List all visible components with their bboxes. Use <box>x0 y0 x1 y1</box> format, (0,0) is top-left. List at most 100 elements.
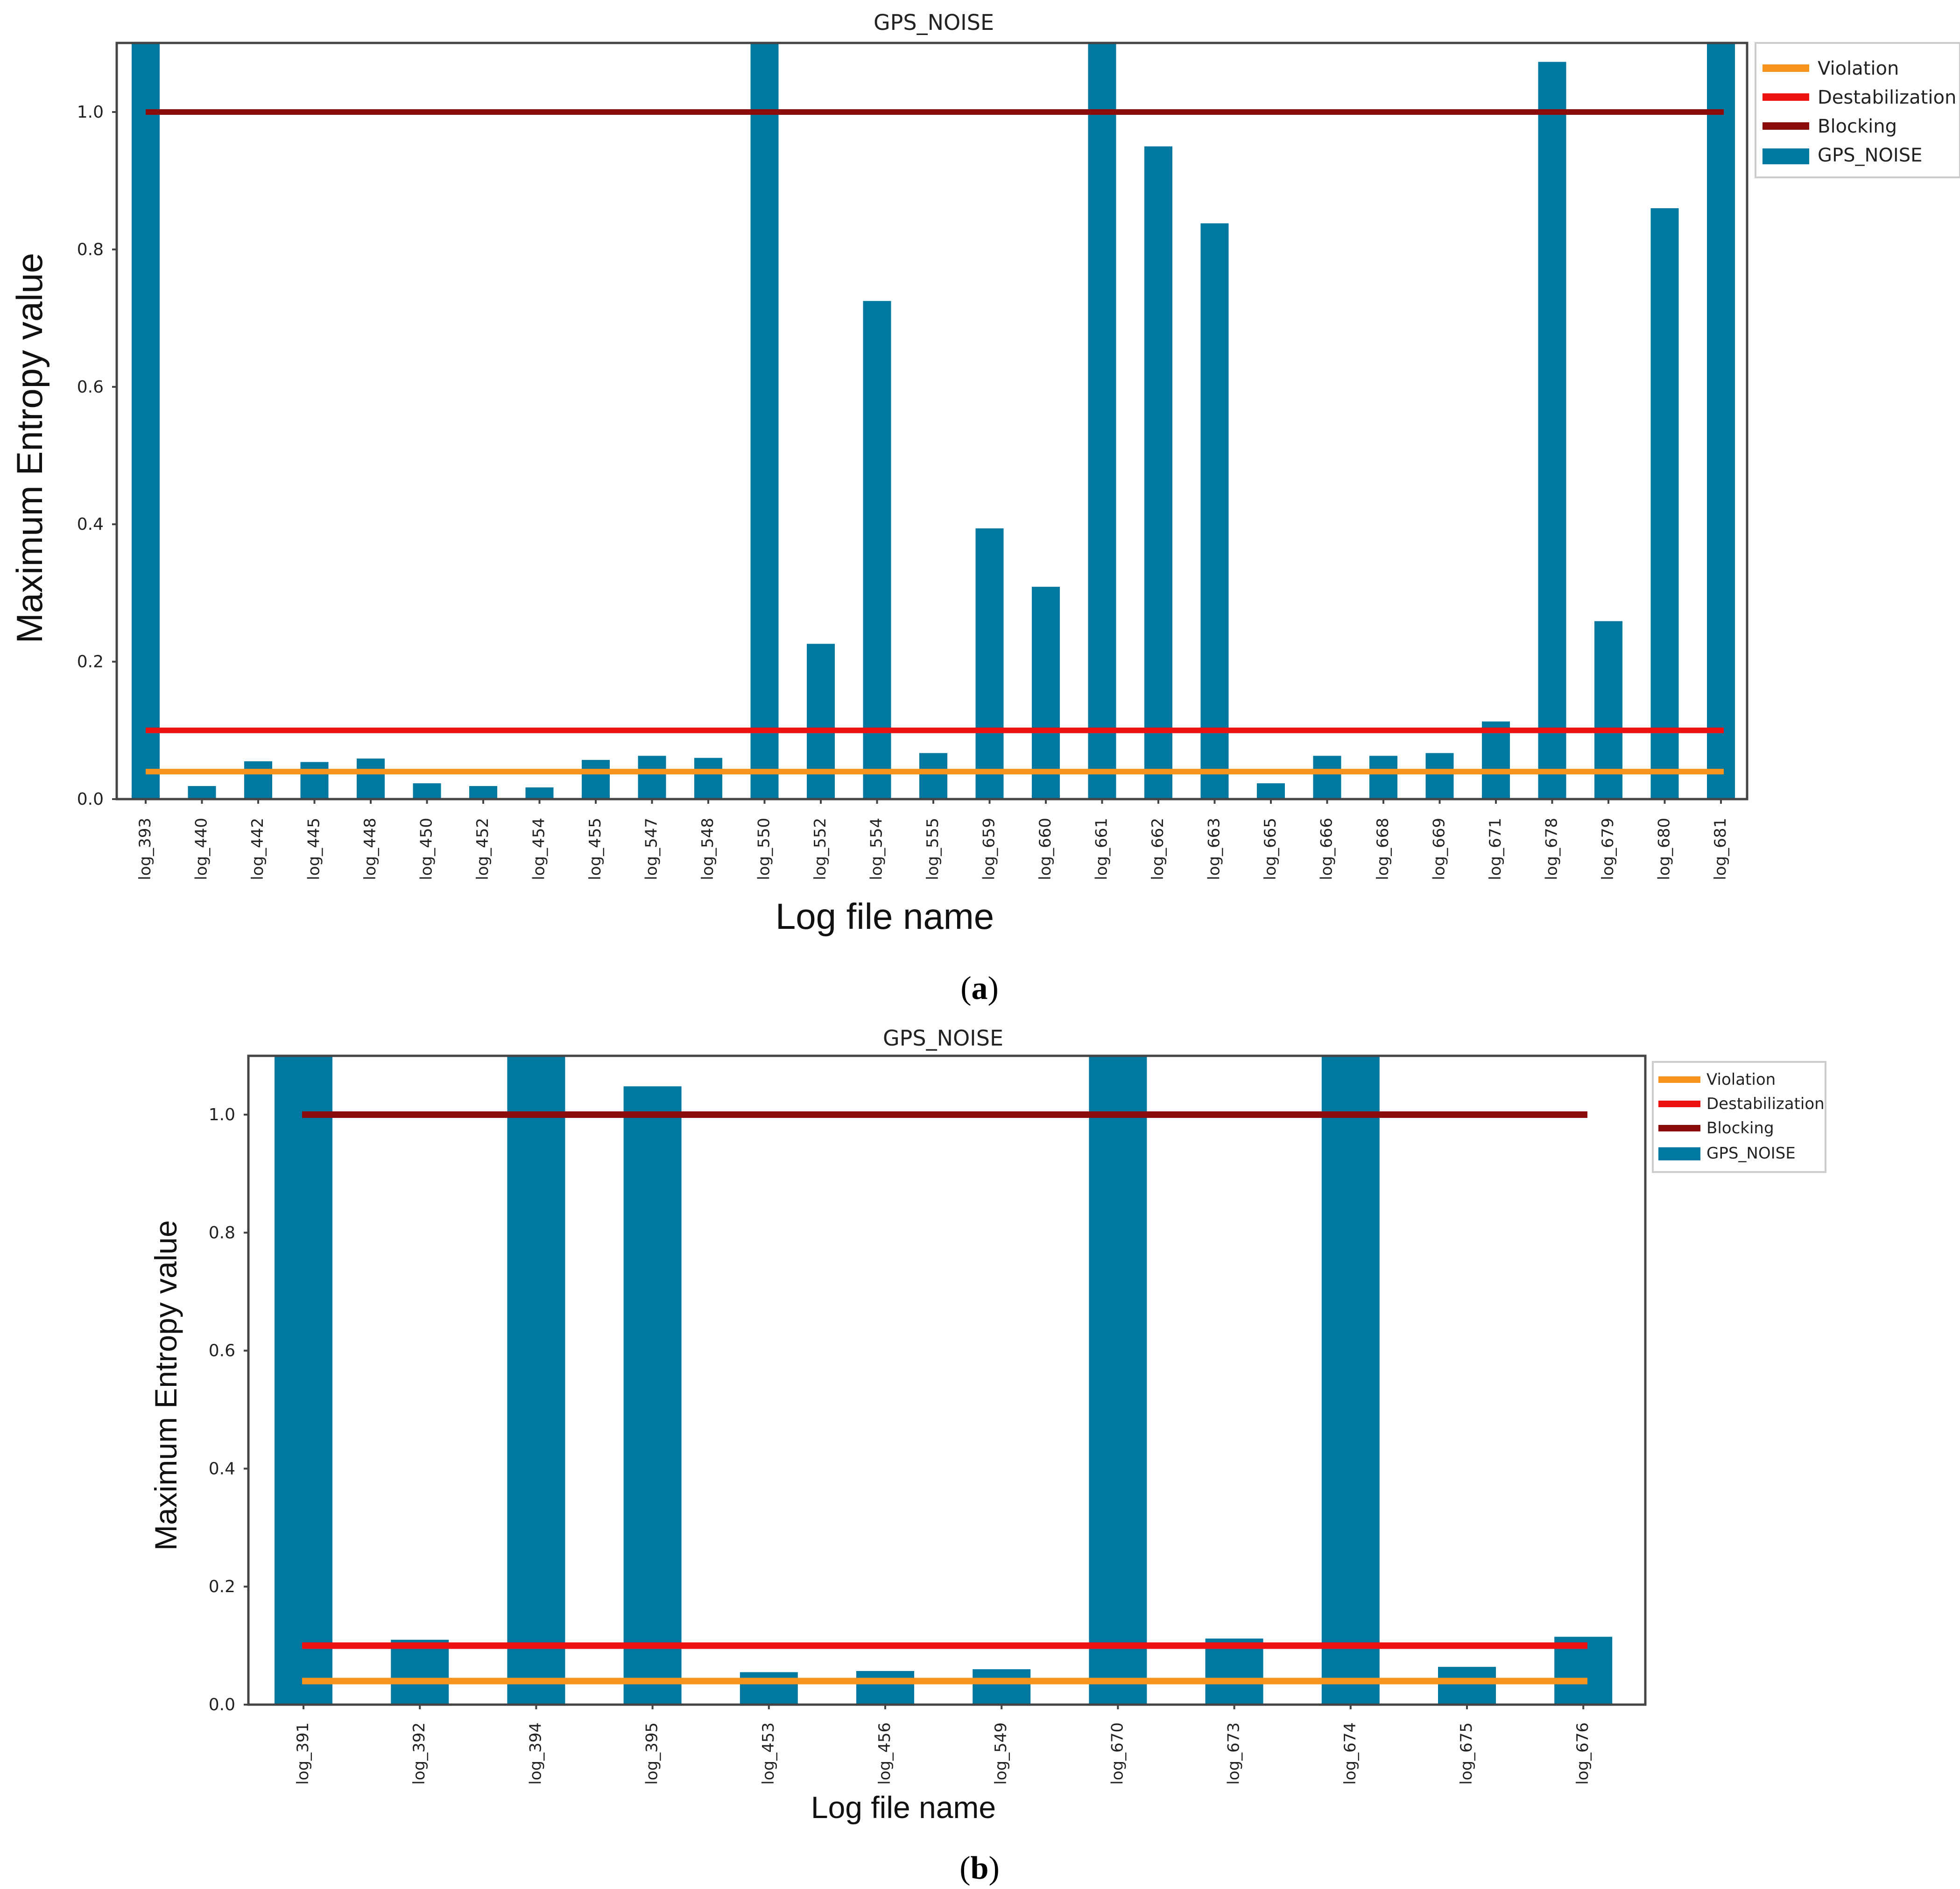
bar-log-665 <box>1257 783 1285 799</box>
y-axis-a: 0.0 0.2 0.4 0.6 0.8 1.0 <box>77 103 117 809</box>
legend-label-gps-noise-b: GPS_NOISE <box>1706 1144 1796 1163</box>
legend-swatch-violation-b <box>1658 1076 1700 1083</box>
bar-log-550 <box>750 43 779 799</box>
bar-log-554 <box>863 301 891 799</box>
panel-caption-letter-b: b <box>971 1850 989 1886</box>
x-tick-label: log_453 <box>759 1722 778 1785</box>
plot-frame-b <box>247 1054 1647 1706</box>
x-tick-label: log_394 <box>526 1722 545 1785</box>
x-tick-label: log_676 <box>1573 1722 1592 1785</box>
x-tick-label: log_666 <box>1318 818 1336 880</box>
bar-log-440 <box>188 786 216 799</box>
bars-b <box>275 1056 1613 1705</box>
y-tick-label: 1.0 <box>209 1105 235 1124</box>
x-tick-label: log_391 <box>294 1722 312 1785</box>
bar-log-680 <box>1650 208 1679 800</box>
y-axis-label-b: Maximum Entropy value <box>148 1220 183 1551</box>
bar-log-393 <box>132 43 160 799</box>
x-tick-label: log_448 <box>361 818 380 880</box>
threshold-lines-b <box>302 1111 1587 1685</box>
x-tick-label: log_660 <box>1036 818 1055 880</box>
bar-log-450 <box>413 783 441 799</box>
bar-log-663 <box>1200 223 1229 799</box>
bar-log-395 <box>623 1086 682 1705</box>
bar-log-661 <box>1088 43 1116 799</box>
chart-panel-b: GPS_NOISE 0.00.20.40.60.81.0 log_391 log_… <box>148 1025 1826 1886</box>
x-tick-label: log_669 <box>1430 818 1449 880</box>
y-tick-label: 0.6 <box>77 378 104 397</box>
bar-log-392 <box>391 1639 449 1705</box>
x-axis-label-b: Log file name <box>811 1790 996 1825</box>
bar-log-659 <box>975 528 1004 799</box>
panel-caption-b: (b) <box>959 1850 1000 1886</box>
bar-log-454 <box>525 787 554 799</box>
legend-swatch-gps-noise-a <box>1763 148 1809 164</box>
legend-swatch-destabilization-b <box>1658 1101 1700 1107</box>
x-tick-label: log_445 <box>305 818 324 880</box>
x-tick-label: log_680 <box>1655 818 1674 880</box>
bar-log-394 <box>507 1056 565 1705</box>
bar-log-670 <box>1089 1056 1147 1705</box>
plot-frame-a <box>115 42 1748 801</box>
bar-log-456 <box>856 1671 914 1705</box>
bar-log-455 <box>582 760 610 799</box>
bar-log-448 <box>357 758 385 799</box>
x-tick-label: log_675 <box>1457 1722 1476 1785</box>
legend-swatch-violation-a <box>1763 64 1809 72</box>
x-tick-label: log_678 <box>1543 818 1561 880</box>
x-tick-label: log_440 <box>192 818 211 880</box>
y-tick-label: 0.4 <box>209 1459 235 1478</box>
y-tick-label: 0.0 <box>209 1695 235 1714</box>
y-tick-label: 0.8 <box>209 1223 235 1243</box>
x-tick-label: log_450 <box>417 818 436 880</box>
y-tick-label: 0.2 <box>209 1577 235 1596</box>
legend-swatch-gps-noise-b <box>1658 1147 1700 1160</box>
bar-log-442 <box>244 761 272 799</box>
legend-swatch-blocking-a <box>1763 122 1809 130</box>
x-tick-label: log_554 <box>867 818 886 880</box>
x-tick-label: log_548 <box>698 818 717 880</box>
y-tick-label: 0.8 <box>77 240 104 259</box>
x-tick-label: log_673 <box>1225 1722 1243 1785</box>
legend-a: Violation Destabilization Blocking GPS_N… <box>1755 42 1960 178</box>
x-tick-label: log_663 <box>1205 818 1224 880</box>
legend-label-gps-noise-a: GPS_NOISE <box>1818 145 1922 166</box>
bar-log-675 <box>1438 1667 1496 1705</box>
x-tick-label: log_442 <box>248 818 267 880</box>
x-tick-label: log_665 <box>1261 818 1280 880</box>
legend-swatch-destabilization-a <box>1763 93 1809 101</box>
bar-log-547 <box>638 756 666 799</box>
bar-log-552 <box>807 644 835 799</box>
bar-log-660 <box>1032 587 1060 799</box>
bar-log-666 <box>1313 756 1341 799</box>
x-tick-label: log_550 <box>755 818 774 880</box>
bar-log-549 <box>973 1669 1031 1705</box>
y-axis-label-a: Maximum Entropy value <box>9 253 50 644</box>
bar-log-678 <box>1538 62 1566 800</box>
x-axis-label-a: Log file name <box>776 896 994 937</box>
x-tick-label: log_671 <box>1486 818 1505 880</box>
legend-label-blocking-a: Blocking <box>1818 116 1897 137</box>
x-tick-label: log_454 <box>530 818 549 880</box>
legend-label-destabilization-a: Destabilization <box>1818 87 1956 108</box>
bar-log-671 <box>1482 721 1510 799</box>
x-tick-label: log_661 <box>1093 818 1111 880</box>
chart-title-b: GPS_NOISE <box>883 1025 1003 1051</box>
x-tick-label: log_681 <box>1711 818 1730 880</box>
bar-log-681 <box>1707 43 1735 799</box>
legend-swatch-blocking-b <box>1658 1125 1700 1131</box>
bar-log-445 <box>300 762 329 799</box>
y-tick-label: 1.0 <box>77 103 104 122</box>
x-tick-label: log_552 <box>811 818 830 880</box>
legend-b: Violation Destabilization Blocking GPS_N… <box>1652 1061 1826 1173</box>
x-tick-label: log_393 <box>136 818 155 880</box>
x-tick-label: log_659 <box>980 818 999 880</box>
x-tick-label: log_549 <box>992 1722 1010 1785</box>
x-tick-label: log_668 <box>1374 818 1392 880</box>
x-tick-label: log_670 <box>1108 1722 1127 1785</box>
y-tick-label: 0.0 <box>77 790 104 809</box>
x-axis-b: log_391 log_392 log_394 log_395 log_453 log_4… <box>294 1705 1592 1785</box>
legend-label-destabilization-b: Destabilization <box>1706 1095 1825 1113</box>
x-tick-label: log_392 <box>410 1722 429 1785</box>
